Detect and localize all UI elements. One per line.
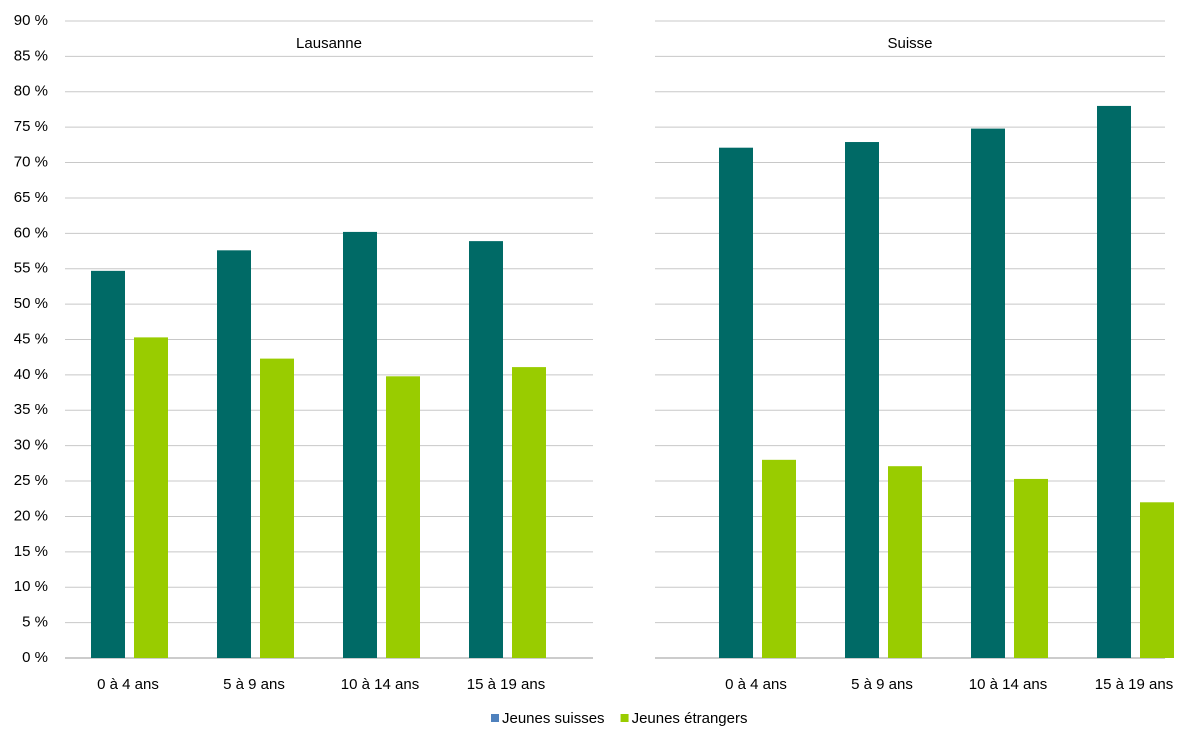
- x-tick-label: 10 à 14 ans: [341, 676, 419, 693]
- legend-label: Jeunes étrangers: [632, 710, 748, 727]
- bar: [343, 231, 377, 658]
- bar: [888, 466, 922, 658]
- y-tick-label: 40 %: [14, 366, 48, 383]
- bar: [386, 376, 420, 658]
- y-tick-label: 20 %: [14, 507, 48, 524]
- bar: [260, 358, 294, 658]
- y-tick-label: 75 %: [14, 118, 48, 135]
- legend-marker: [620, 714, 629, 722]
- bar: [1014, 478, 1048, 658]
- y-tick-label: 70 %: [14, 154, 48, 171]
- legend-label: Jeunes suisses: [502, 710, 605, 727]
- x-tick-label: 15 à 19 ans: [467, 676, 545, 693]
- x-tick-label: 15 à 19 ans: [1095, 676, 1173, 693]
- bar: [1097, 105, 1131, 658]
- bar: [91, 270, 125, 658]
- bar: [217, 250, 251, 658]
- panel-title: Suisse: [887, 35, 932, 52]
- panel-title: Lausanne: [296, 35, 362, 52]
- y-tick-label: 10 %: [14, 578, 48, 595]
- y-tick-label: 55 %: [14, 260, 48, 277]
- y-tick-label: 35 %: [14, 401, 48, 418]
- x-tick-label: 0 à 4 ans: [97, 676, 159, 693]
- y-tick-label: 0 %: [22, 649, 48, 666]
- y-tick-label: 85 %: [14, 47, 48, 64]
- x-tick-label: 5 à 9 ans: [851, 676, 913, 693]
- bar: [469, 241, 503, 658]
- y-tick-label: 15 %: [14, 543, 48, 560]
- y-tick-label: 65 %: [14, 189, 48, 206]
- y-tick-label: 50 %: [14, 295, 48, 312]
- bar: [762, 459, 796, 658]
- y-tick-label: 90 %: [14, 12, 48, 29]
- bar: [845, 142, 879, 658]
- legend-marker: [491, 714, 499, 722]
- y-tick-label: 25 %: [14, 472, 48, 489]
- x-tick-label: 10 à 14 ans: [969, 676, 1047, 693]
- x-tick-label: 5 à 9 ans: [223, 676, 285, 693]
- bar: [134, 337, 168, 658]
- y-tick-label: 80 %: [14, 83, 48, 100]
- y-tick-label: 5 %: [22, 614, 48, 631]
- y-tick-label: 30 %: [14, 437, 48, 454]
- bar: [512, 367, 546, 658]
- bar: [971, 128, 1005, 659]
- y-tick-label: 60 %: [14, 224, 48, 241]
- x-tick-label: 0 à 4 ans: [725, 676, 787, 693]
- bar: [719, 147, 753, 659]
- y-tick-label: 45 %: [14, 330, 48, 347]
- bar: [1140, 502, 1174, 658]
